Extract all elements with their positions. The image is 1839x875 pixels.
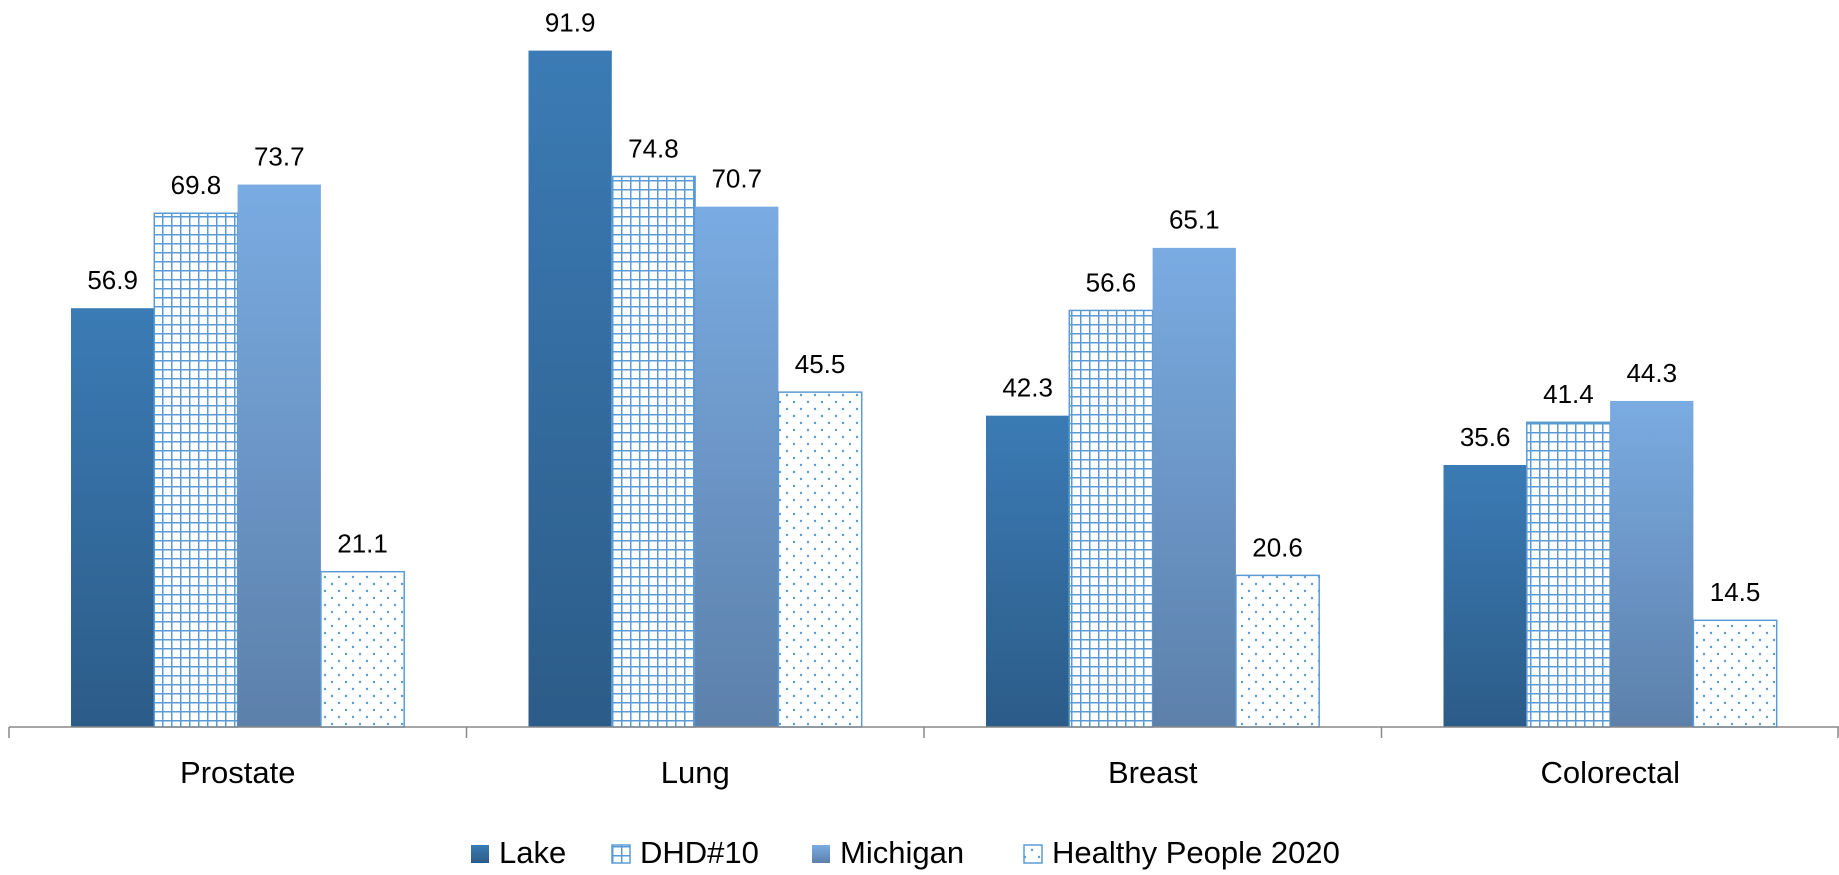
data-label: 42.3: [1002, 373, 1053, 403]
legend-swatch: [1023, 844, 1043, 864]
bar: [1610, 400, 1694, 727]
legend-label: DHD#10: [640, 835, 759, 870]
legend-label: Lake: [499, 835, 566, 870]
bar: [237, 184, 321, 727]
data-label: 35.6: [1460, 422, 1511, 452]
legend-label: Michigan: [840, 835, 964, 870]
x-tick-label: Breast: [1108, 755, 1198, 790]
bar: [986, 415, 1070, 727]
data-label: 70.7: [711, 164, 762, 194]
data-label: 44.3: [1626, 358, 1677, 388]
data-label: 74.8: [628, 133, 679, 163]
bar: [777, 391, 863, 728]
bar: [1443, 464, 1527, 727]
x-tick-label: Colorectal: [1540, 755, 1680, 790]
legend-swatch: [812, 845, 830, 863]
bar: [611, 175, 696, 728]
legend-swatch: [471, 845, 489, 863]
bar: [695, 206, 779, 727]
data-label: 45.5: [795, 349, 846, 379]
legend-swatch: [611, 844, 631, 864]
legend-label: Healthy People 2020: [1052, 835, 1340, 870]
data-label: 91.9: [545, 7, 596, 37]
data-label: 21.1: [337, 529, 388, 559]
bar: [1068, 309, 1154, 728]
data-label: 20.6: [1252, 532, 1303, 562]
data-label: 56.6: [1086, 267, 1137, 297]
bar: [1235, 574, 1320, 728]
bar: [1152, 247, 1236, 727]
bar: [71, 308, 155, 727]
data-label: 69.8: [171, 170, 222, 200]
bar: [320, 570, 405, 728]
data-label: 41.4: [1543, 379, 1594, 409]
bar: [1692, 619, 1778, 728]
data-label: 56.9: [87, 265, 138, 295]
data-label: 14.5: [1710, 577, 1761, 607]
bar: [1526, 421, 1611, 728]
data-label: 65.1: [1169, 205, 1220, 235]
bar: [153, 212, 239, 728]
data-label: 73.7: [254, 141, 305, 171]
x-tick-label: Prostate: [180, 755, 295, 790]
bar: [528, 50, 612, 727]
x-tick-label: Lung: [661, 755, 730, 790]
